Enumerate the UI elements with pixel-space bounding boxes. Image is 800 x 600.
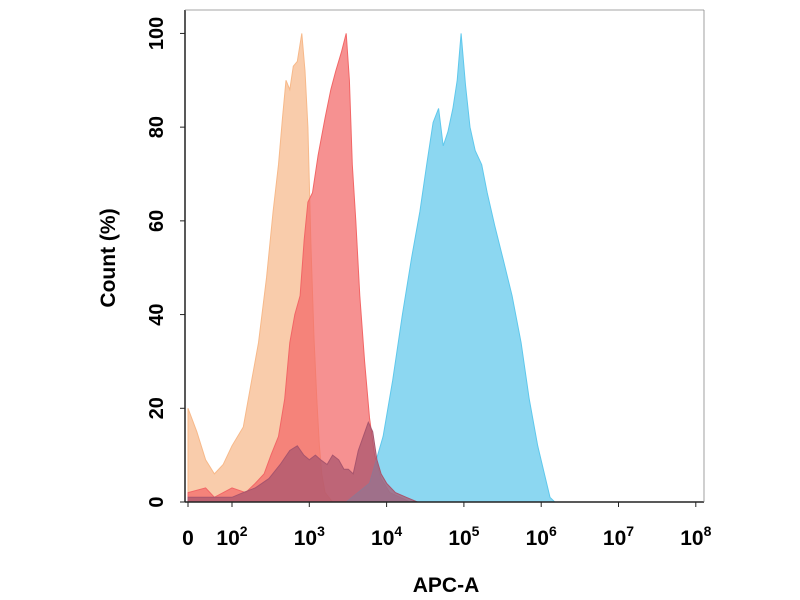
x-tick-label: 103: [294, 523, 325, 550]
y-axis-title: Count (%): [97, 208, 120, 307]
y-tick-label: 20: [146, 397, 168, 419]
x-axis-title: APC-A: [413, 574, 480, 597]
plot-frame: [184, 9, 705, 503]
y-tick-label: 80: [146, 116, 168, 138]
x-tick-label: 102: [216, 523, 247, 550]
y-tick-label: 0: [146, 496, 168, 507]
histogram-series-4: [187, 420, 418, 503]
x-tick-label: 108: [680, 523, 711, 550]
histogram-series-3: [344, 33, 557, 503]
x-tick-label: 104: [371, 523, 402, 550]
x-axis-ticks: 0 102 103 104 105 106 107 108: [182, 502, 712, 550]
x-tick-label: 0: [182, 527, 194, 550]
x-tick-label: 107: [603, 523, 634, 550]
x-tick-label: 105: [448, 523, 479, 550]
histogram-areas: [187, 33, 557, 503]
x-tick-label: 106: [526, 523, 557, 550]
y-axis-ticks: 0 20 40 60 80 100: [146, 17, 185, 508]
y-tick-label: 100: [146, 17, 168, 50]
y-tick-label: 40: [146, 303, 168, 325]
y-tick-label: 60: [146, 210, 168, 232]
